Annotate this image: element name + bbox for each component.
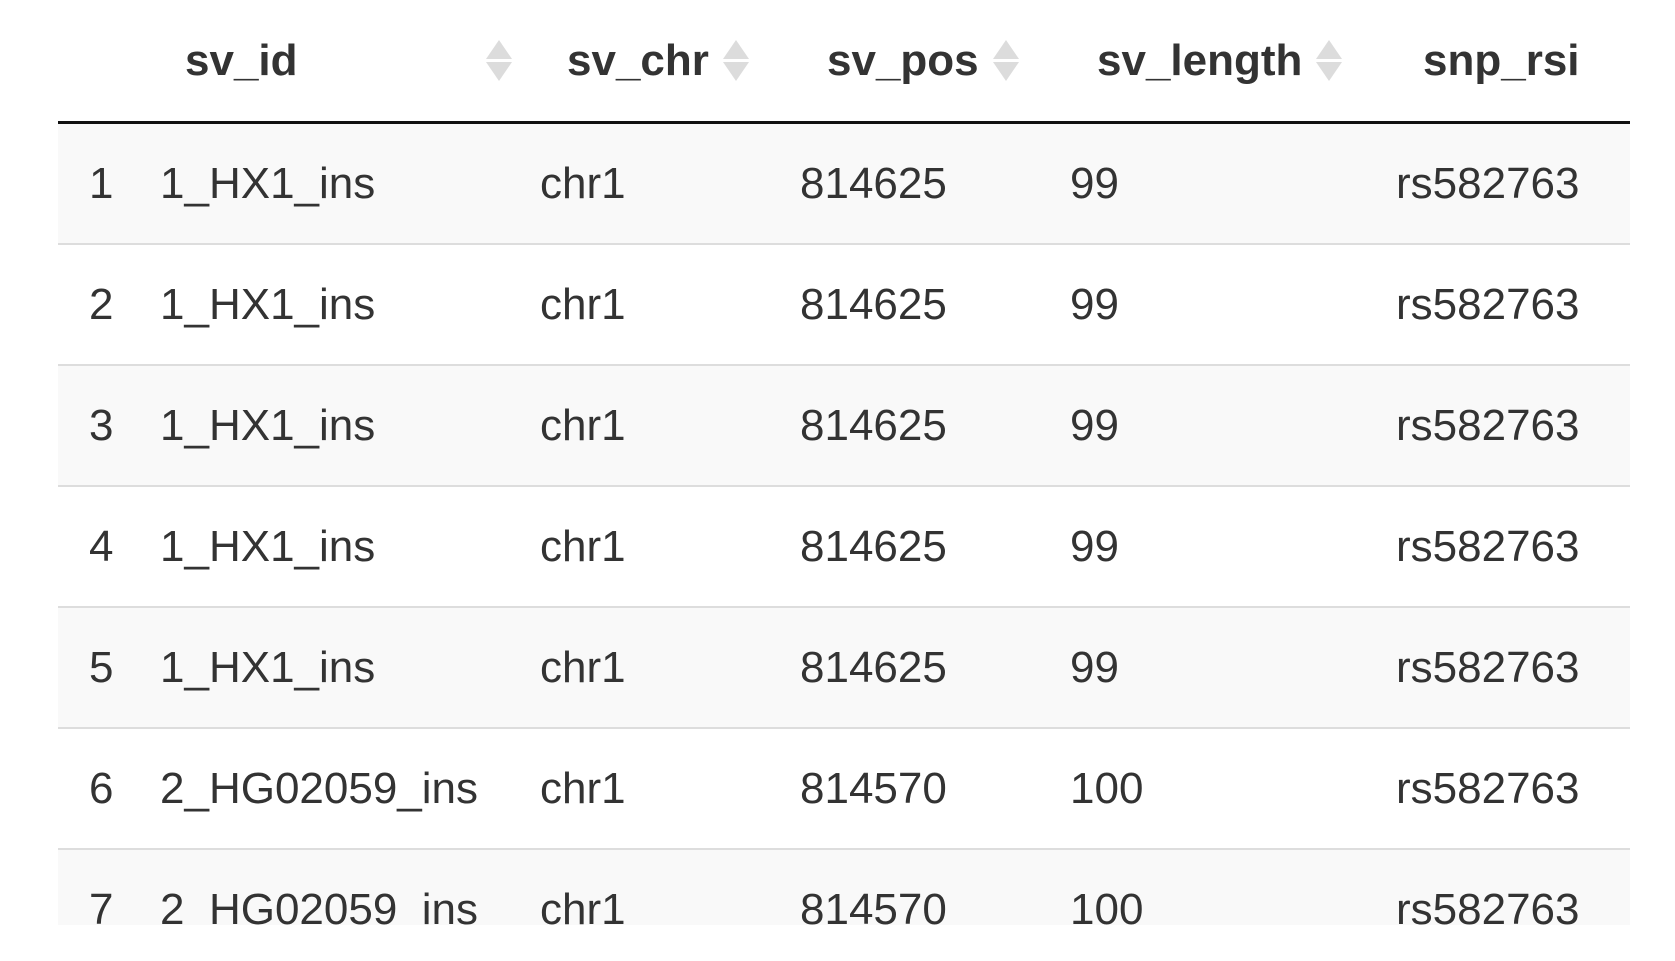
sort-icon[interactable] [722, 40, 749, 81]
cell-index: 6 [58, 727, 152, 849]
header-sv-id-label: sv_id [185, 35, 298, 85]
sort-icon[interactable] [1316, 40, 1343, 81]
cell-sv-chr: chr1 [540, 243, 800, 365]
cell-sv-chr: chr1 [540, 848, 800, 925]
cell-sv-chr: chr1 [540, 485, 800, 607]
table-row[interactable]: 2 1_HX1_ins chr1 814625 99 rs582763 [58, 243, 1630, 365]
cell-sv-pos: 814570 [800, 727, 1070, 849]
header-sv-length-label: sv_length [1097, 35, 1303, 85]
cell-sv-length: 100 [1070, 848, 1396, 925]
header-sv-id[interactable]: sv_id [152, 0, 540, 124]
table-row[interactable]: 6 2_HG02059_ins chr1 814570 100 rs582763 [58, 727, 1630, 849]
cell-sv-chr: chr1 [540, 727, 800, 849]
cell-sv-id: 2_HG02059_ins [152, 727, 540, 849]
table-row[interactable]: 5 1_HX1_ins chr1 814625 99 rs582763 [58, 606, 1630, 728]
cell-sv-pos: 814625 [800, 243, 1070, 365]
header-row: sv_id sv_chr sv_pos [58, 0, 1630, 124]
header-sv-pos[interactable]: sv_pos [800, 0, 1070, 124]
table-row[interactable]: 3 1_HX1_ins chr1 814625 99 rs582763 [58, 364, 1630, 486]
table-header: sv_id sv_chr sv_pos [58, 0, 1630, 124]
cell-snp-rsid: rs582763 [1396, 727, 1630, 849]
cell-snp-rsid: rs582763 [1396, 364, 1630, 486]
cell-sv-chr: chr1 [540, 606, 800, 728]
cell-sv-length: 100 [1070, 727, 1396, 849]
cell-index: 5 [58, 606, 152, 728]
sort-icon[interactable] [486, 40, 512, 81]
header-sv-chr-label: sv_chr [567, 35, 709, 85]
cell-sv-pos: 814625 [800, 485, 1070, 607]
table-body: 1 1_HX1_ins chr1 814625 99 rs582763 2 1_… [58, 122, 1630, 925]
header-snp-rsid-label: snp_rsi [1423, 35, 1580, 85]
cell-sv-pos: 814625 [800, 606, 1070, 728]
cell-snp-rsid: rs582763 [1396, 122, 1630, 244]
table-row[interactable]: 1 1_HX1_ins chr1 814625 99 rs582763 [58, 122, 1630, 244]
cell-index: 3 [58, 364, 152, 486]
sort-icon[interactable] [992, 40, 1019, 81]
cell-sv-pos: 814570 [800, 848, 1070, 925]
cell-sv-pos: 814625 [800, 364, 1070, 486]
cell-sv-pos: 814625 [800, 122, 1070, 244]
data-table-viewport[interactable]: sv_id sv_chr sv_pos [58, 0, 1630, 925]
header-sv-pos-label: sv_pos [827, 35, 979, 85]
cell-sv-chr: chr1 [540, 122, 800, 244]
header-index [58, 0, 152, 124]
cell-sv-id: 1_HX1_ins [152, 122, 540, 244]
header-snp-rsid[interactable]: snp_rsi [1396, 0, 1630, 124]
cell-index: 4 [58, 485, 152, 607]
cell-sv-id: 1_HX1_ins [152, 606, 540, 728]
header-sv-length[interactable]: sv_length [1070, 0, 1396, 124]
cell-sv-id: 2_HG02059_ins [152, 848, 540, 925]
cell-snp-rsid: rs582763 [1396, 848, 1630, 925]
cell-sv-id: 1_HX1_ins [152, 485, 540, 607]
cell-sv-length: 99 [1070, 606, 1396, 728]
table-row[interactable]: 7 2_HG02059_ins chr1 814570 100 rs582763 [58, 848, 1630, 925]
cell-index: 2 [58, 243, 152, 365]
cell-sv-id: 1_HX1_ins [152, 243, 540, 365]
table-row[interactable]: 4 1_HX1_ins chr1 814625 99 rs582763 [58, 485, 1630, 607]
cell-sv-length: 99 [1070, 243, 1396, 365]
cell-snp-rsid: rs582763 [1396, 485, 1630, 607]
cell-snp-rsid: rs582763 [1396, 243, 1630, 365]
cell-sv-length: 99 [1070, 122, 1396, 244]
cell-snp-rsid: rs582763 [1396, 606, 1630, 728]
cell-index: 7 [58, 848, 152, 925]
cell-sv-length: 99 [1070, 485, 1396, 607]
cell-sv-chr: chr1 [540, 364, 800, 486]
cell-sv-length: 99 [1070, 364, 1396, 486]
cell-index: 1 [58, 122, 152, 244]
data-table: sv_id sv_chr sv_pos [58, 0, 1630, 925]
cell-sv-id: 1_HX1_ins [152, 364, 540, 486]
header-sv-chr[interactable]: sv_chr [540, 0, 800, 124]
